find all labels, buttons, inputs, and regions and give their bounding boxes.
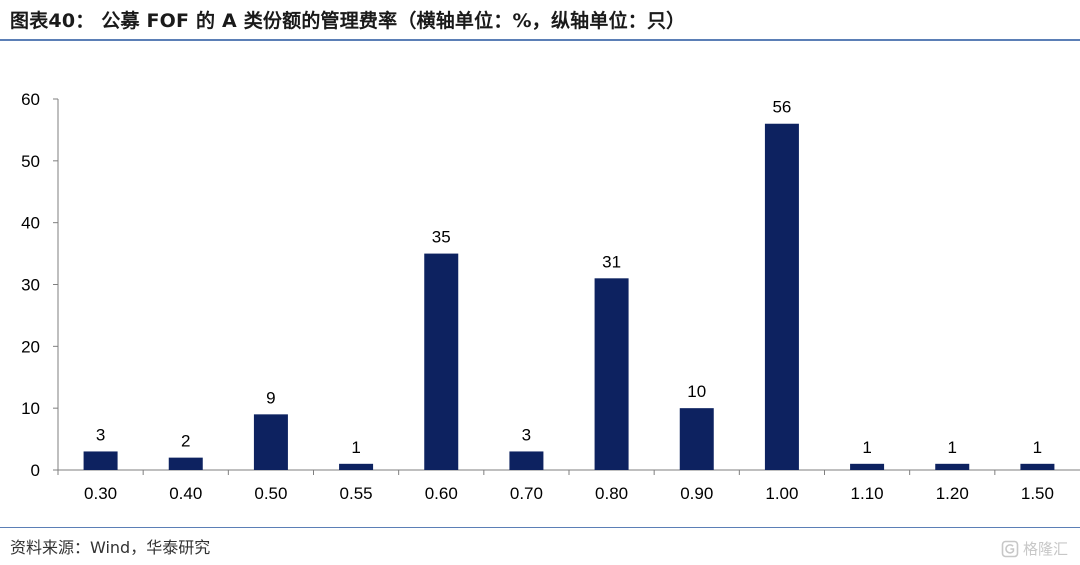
data-labels: 3 2 9 1 35 3 31 10 56 1 1 1	[96, 98, 1042, 457]
y-tick-label: 30	[21, 276, 40, 295]
y-tick-label: 40	[21, 214, 40, 233]
bar	[339, 463, 374, 470]
bar-series	[83, 123, 1055, 470]
bar-data-label: 1	[1033, 438, 1042, 457]
watermark-text: 格隆汇	[1022, 540, 1068, 558]
bar-data-label: 1	[862, 438, 871, 457]
source-divider	[0, 527, 1080, 528]
x-tick-label: 0.80	[595, 484, 628, 503]
bar	[764, 123, 799, 470]
bar	[1020, 463, 1055, 470]
x-tick-label: 0.55	[340, 484, 373, 503]
y-tick-label: 10	[21, 399, 40, 418]
x-tick-label: 0.30	[84, 484, 117, 503]
x-tick-label: 0.40	[169, 484, 202, 503]
bar-data-label: 10	[687, 382, 706, 401]
bar	[679, 408, 714, 470]
bar-data-label: 9	[266, 388, 275, 407]
bar-data-label: 3	[522, 425, 531, 444]
bar-data-label: 1	[351, 438, 360, 457]
x-tick-label: 1.10	[851, 484, 884, 503]
x-axis: 0.30 0.40 0.50 0.55 0.60 0.70 0.80 0.90 1.00 1.10…	[57, 469, 1080, 503]
watermark: 格隆汇	[1001, 538, 1068, 559]
x-tick-label: 0.50	[254, 484, 287, 503]
chart-title: 图表40： 公募 FOF 的 A 类份额的管理费率（横轴单位：%，纵轴单位：只）	[10, 10, 686, 32]
y-axis: 0 10 20 30 40 50 60	[21, 90, 59, 480]
source-note: 资料来源：Wind，华泰研究	[10, 538, 211, 557]
y-tick-label: 50	[21, 152, 40, 171]
bar	[935, 463, 970, 470]
x-tick-label: 0.70	[510, 484, 543, 503]
x-tick-label: 0.90	[680, 484, 713, 503]
y-tick-label: 60	[21, 90, 40, 109]
bar-data-label: 35	[432, 228, 451, 247]
gelonghui-logo-icon	[1001, 540, 1019, 557]
bar-data-label: 56	[772, 98, 791, 117]
bar	[83, 451, 118, 470]
bar-data-label: 2	[181, 432, 190, 451]
y-tick-label: 0	[31, 461, 40, 480]
x-tick-label: 1.20	[936, 484, 969, 503]
bar	[594, 278, 629, 470]
bar	[850, 463, 885, 470]
x-tick-label: 1.50	[1021, 484, 1054, 503]
bar-data-label: 3	[96, 425, 105, 444]
bar-data-label: 31	[602, 252, 621, 271]
bar	[253, 414, 288, 470]
bar	[509, 451, 544, 470]
x-tick-label: 0.60	[425, 484, 458, 503]
bar	[168, 457, 203, 470]
bar-data-label: 1	[948, 438, 957, 457]
y-tick-label: 20	[21, 337, 40, 356]
bar	[424, 253, 459, 470]
title-divider	[0, 39, 1080, 41]
x-tick-label: 1.00	[765, 484, 798, 503]
